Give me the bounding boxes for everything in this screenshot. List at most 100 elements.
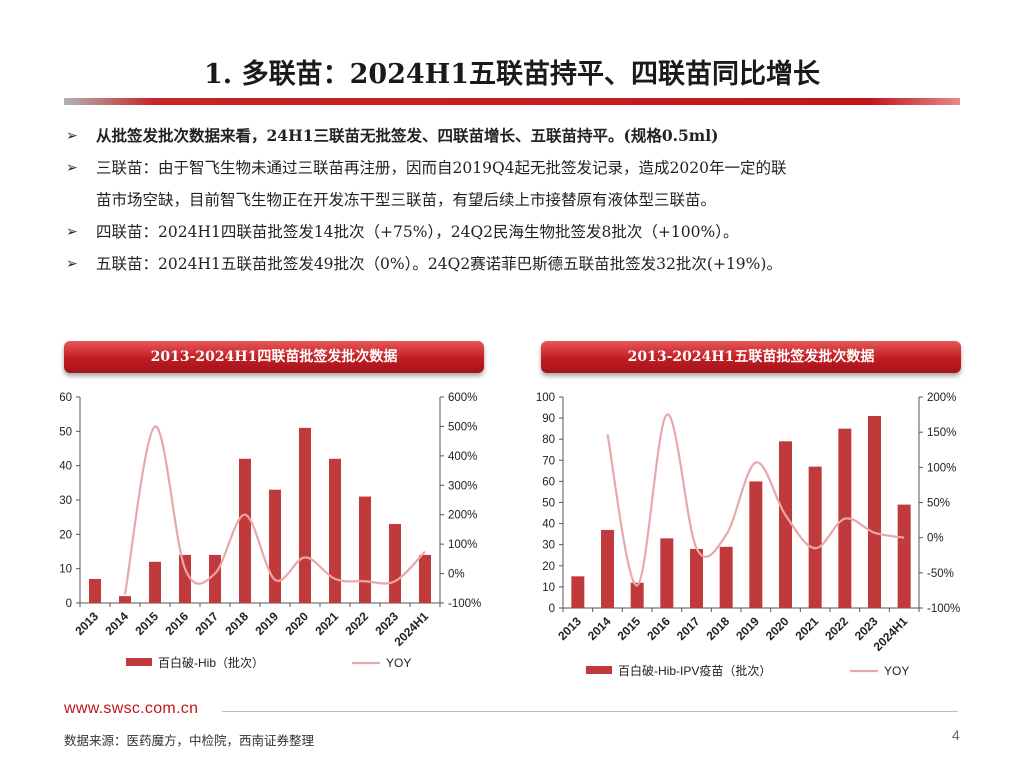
x-category-label: 2018	[704, 614, 733, 643]
bullet-arrow-icon: ➢	[66, 128, 78, 144]
x-category-label: 2017	[674, 614, 703, 643]
left-tick-label: 0	[66, 598, 72, 610]
bar	[719, 546, 733, 608]
x-category-label: 2021	[793, 614, 822, 643]
bar	[389, 524, 401, 603]
x-category-label: 2020	[282, 609, 311, 638]
right-tick-label: 50%	[927, 498, 950, 510]
legend-line-label: YOY	[386, 656, 411, 670]
bullet-text: 从批签发批次数据来看，24H1三联苗无批签发、四联苗增长、五联苗持平。(规格0.…	[96, 126, 719, 145]
right-tick-label: 200%	[927, 392, 956, 404]
x-category-label: 2020	[763, 614, 792, 643]
footer-url[interactable]: www.swsc.com.cn	[64, 700, 199, 717]
bullet-list: ➢ 从批签发批次数据来看，24H1三联苗无批签发、四联苗增长、五联苗持平。(规格…	[66, 120, 966, 280]
x-category-label: 2019	[252, 609, 281, 638]
bar	[749, 481, 763, 608]
bar	[239, 458, 251, 603]
x-category-label: 2015	[615, 614, 644, 643]
right-tick-label: 600%	[448, 392, 477, 404]
legend-bar-swatch	[126, 658, 152, 666]
page-number: 4	[952, 727, 960, 743]
bullet-arrow-icon: ➢	[66, 256, 78, 272]
bar	[329, 458, 341, 603]
bar	[808, 466, 822, 608]
left-tick-label: 50	[59, 426, 72, 438]
legend-bar-label: 百白破-Hib-IPV疫苗（批次）	[618, 663, 771, 678]
left-tick-label: 10	[542, 582, 555, 594]
bullet-trivalent: ➢ 三联苗：由于智飞生物未通过三联苗再注册，因而自2019Q4起无批签发记录，造…	[66, 152, 966, 184]
x-category-label: 2024H1	[871, 614, 911, 654]
bar	[779, 441, 792, 608]
bar	[601, 529, 614, 608]
page-title: 1. 多联苗：2024H1五联苗持平、四联苗同比增长	[203, 59, 821, 90]
bar	[630, 582, 644, 608]
yoy-line	[123, 425, 426, 595]
left-tick-label: 60	[542, 476, 555, 488]
left-tick-label: 10	[59, 564, 72, 576]
x-category-label: 2022	[342, 609, 371, 638]
left-tick-label: 20	[542, 561, 555, 573]
x-category-label: 2015	[132, 609, 161, 638]
x-category-label: 2018	[222, 609, 251, 638]
right-tick-label: 300%	[448, 480, 477, 492]
right-tick-label: 100%	[927, 462, 956, 474]
right-tick-label: 100%	[448, 539, 477, 551]
bullet-arrow-icon: ➢	[66, 160, 78, 176]
bar	[359, 496, 371, 603]
bullet-text: 三联苗：由于智飞生物未通过三联苗再注册，因而自2019Q4起无批签发记录，造成2…	[96, 159, 787, 177]
bullet-text: 四联苗：2024H1四联苗批签发14批次（+75%），24Q2民海生物批签发8批…	[96, 223, 739, 241]
right-tick-label: 150%	[927, 427, 956, 439]
x-category-label: 2014	[585, 614, 614, 643]
bar	[209, 554, 221, 603]
left-tick-label: 70	[542, 455, 555, 467]
x-category-label: 2022	[822, 614, 851, 643]
chart-1-title: 2013-2024H1四联苗批签发批次数据	[64, 341, 484, 373]
bar	[868, 415, 881, 608]
chart-pentavalent: 0 10 20 30 40 50 60 70 80 90 100 -100% -50% 0% 50% 100%…	[536, 392, 960, 678]
left-tick-label: 60	[59, 392, 72, 404]
bar	[690, 548, 703, 608]
chart-2-title: 2013-2024H1五联苗批签发批次数据	[541, 341, 961, 373]
bullet-quadrivalent: ➢ 四联苗：2024H1四联苗批签发14批次（+75%），24Q2民海生物批签发…	[66, 216, 966, 248]
title-underline	[64, 98, 960, 105]
chart-quadrivalent: 0 10 20 30 40 50 60 -100% 0% 100% 200% 300% 400% 500%…	[59, 392, 481, 670]
x-category-label: 2013	[555, 614, 584, 643]
bullet-text: 五联苗：2024H1五联苗批签发49批次（0%）。24Q2赛诺菲巴斯德五联苗批签…	[96, 255, 782, 273]
left-tick-label: 50	[542, 498, 555, 510]
bar	[897, 504, 911, 608]
data-source: 数据来源：医药魔方，中检院，西南证券整理	[64, 733, 315, 748]
legend-bar-swatch	[586, 666, 612, 674]
right-tick-label: -50%	[927, 568, 954, 580]
yoy-line	[606, 413, 905, 587]
left-tick-label: 30	[59, 495, 72, 507]
left-tick-label: 0	[549, 603, 555, 615]
legend-bar-label: 百白破-Hib（批次）	[158, 655, 264, 670]
left-tick-label: 80	[542, 434, 555, 446]
left-tick-label: 30	[542, 540, 555, 552]
x-category-label: 2016	[644, 614, 673, 643]
x-category-label: 2019	[733, 614, 762, 643]
right-tick-label: 500%	[448, 421, 477, 433]
right-tick-label: 200%	[448, 510, 477, 522]
right-tick-label: -100%	[927, 603, 960, 615]
bar	[571, 576, 585, 608]
x-category-label: 2016	[162, 609, 191, 638]
bar	[299, 427, 311, 603]
x-category-label: 2024H1	[391, 609, 431, 649]
x-category-label: 2013	[72, 609, 101, 638]
x-category-label: 2021	[312, 609, 341, 638]
x-category-label: 2014	[102, 609, 131, 638]
bar	[149, 561, 161, 603]
bullet-text: 苗市场空缺，目前智飞生物正在开发冻干型三联苗，有望后续上市接替原有液体型三联苗。	[96, 191, 717, 209]
left-tick-label: 40	[59, 461, 72, 473]
bullet-summary: ➢ 从批签发批次数据来看，24H1三联苗无批签发、四联苗增长、五联苗持平。(规格…	[66, 120, 966, 152]
bar	[179, 554, 191, 603]
footer-divider	[222, 711, 958, 712]
legend-line-label: YOY	[884, 664, 909, 678]
right-tick-label: -100%	[448, 598, 481, 610]
left-tick-label: 90	[542, 413, 555, 425]
bullet-pentavalent: ➢ 五联苗：2024H1五联苗批签发49批次（0%）。24Q2赛诺菲巴斯德五联苗…	[66, 248, 966, 280]
bar	[89, 578, 101, 603]
bar	[660, 538, 674, 608]
x-category-label: 2017	[192, 609, 221, 638]
